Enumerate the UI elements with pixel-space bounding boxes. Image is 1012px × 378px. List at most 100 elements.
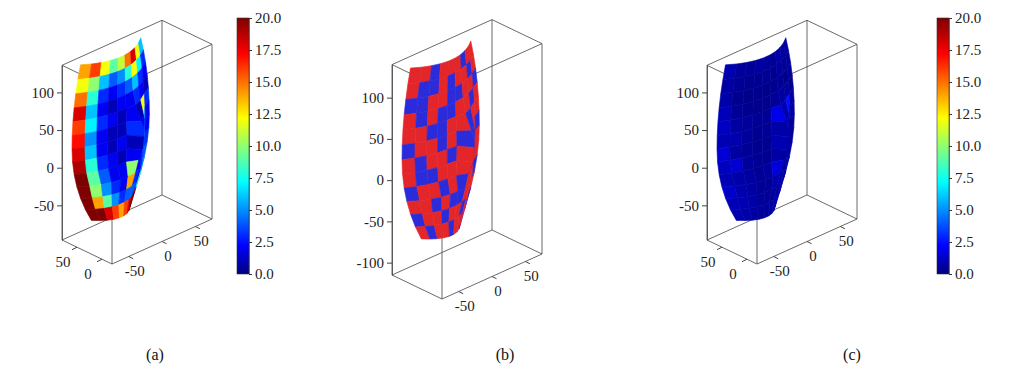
surface-cell bbox=[406, 83, 420, 100]
tick-label: -50 bbox=[679, 198, 699, 214]
surface-cell bbox=[430, 64, 440, 81]
tick-mark bbox=[387, 139, 392, 140]
tick-label: 50 bbox=[839, 233, 854, 249]
surface-cell bbox=[732, 90, 744, 106]
surface-cell bbox=[427, 167, 439, 184]
y-axis: -50050 bbox=[125, 227, 209, 279]
tick-mark bbox=[774, 257, 779, 259]
tick-mark bbox=[949, 242, 952, 243]
tick-label: -50 bbox=[770, 263, 790, 279]
surface-cell bbox=[88, 76, 100, 92]
surface-cell bbox=[787, 142, 792, 163]
surface-cell bbox=[737, 197, 749, 210]
tick-label: 0 bbox=[164, 248, 172, 264]
tick-mark bbox=[702, 130, 707, 131]
surface-cell bbox=[73, 106, 87, 121]
tick: 50 bbox=[369, 131, 392, 147]
surface-cell bbox=[72, 147, 85, 162]
tick-mark bbox=[387, 263, 392, 264]
tick-mark bbox=[949, 210, 952, 211]
surface-cell bbox=[85, 118, 97, 134]
surface-cell bbox=[415, 170, 428, 186]
tick-mark bbox=[717, 247, 722, 250]
tick-mark bbox=[702, 168, 707, 169]
tick-mark bbox=[840, 227, 845, 229]
tick-label: -50 bbox=[364, 214, 384, 230]
tick-mark bbox=[249, 114, 252, 115]
box-edge bbox=[112, 219, 212, 264]
tick-mark bbox=[949, 50, 952, 51]
tick-label: 15.0 bbox=[955, 74, 981, 90]
surface-cell bbox=[142, 142, 147, 163]
tick-label: 100 bbox=[32, 85, 55, 101]
surface-cell bbox=[730, 145, 742, 160]
tick-label: 50 bbox=[369, 131, 384, 147]
tick-label: 50 bbox=[684, 122, 699, 138]
tick-mark bbox=[949, 178, 952, 179]
axis-line bbox=[707, 66, 708, 241]
x-axis: 500 bbox=[701, 247, 748, 282]
tick: 50 bbox=[39, 122, 62, 138]
tick: 15.0 bbox=[249, 74, 281, 90]
tick: 0 bbox=[377, 172, 393, 188]
box-edge bbox=[62, 20, 162, 65]
surface-cell bbox=[417, 96, 429, 113]
surface-cell bbox=[460, 204, 466, 225]
surface-cell bbox=[731, 104, 743, 120]
box-edge bbox=[62, 65, 63, 240]
panel-label: (b) bbox=[496, 346, 515, 364]
surface-cell bbox=[86, 104, 98, 120]
surface-cell bbox=[433, 211, 442, 226]
tick-label: -100 bbox=[357, 255, 385, 271]
tick-mark bbox=[387, 221, 392, 222]
panel: 100500-50-100-50050(b) bbox=[357, 20, 543, 364]
panel: 100500-50500-500500.02.55.07.510.012.515… bbox=[677, 10, 982, 364]
z-axis: 100500-50-100 bbox=[357, 65, 393, 275]
tick: -50 bbox=[34, 198, 62, 214]
tick-mark bbox=[249, 242, 252, 243]
surface bbox=[402, 41, 479, 239]
colorbar-axis: 0.02.55.07.510.012.515.017.520.0 bbox=[249, 10, 281, 282]
surface bbox=[717, 38, 794, 221]
surface-cell bbox=[718, 160, 732, 174]
box bbox=[392, 20, 542, 299]
box bbox=[707, 20, 857, 264]
surface-cell bbox=[442, 222, 449, 238]
x-axis: 500 bbox=[56, 247, 103, 282]
surface-cell bbox=[72, 120, 85, 135]
box-edge bbox=[212, 44, 213, 219]
surface-cell bbox=[85, 158, 98, 173]
surface-cell bbox=[717, 147, 730, 162]
tick: 0.0 bbox=[249, 266, 274, 282]
tick-label: 7.5 bbox=[255, 170, 274, 186]
tick: 0 bbox=[692, 160, 708, 176]
tick-mark bbox=[525, 262, 530, 264]
tick: 12.5 bbox=[249, 106, 281, 122]
surface-cell bbox=[130, 187, 136, 207]
surface-cell bbox=[100, 61, 110, 77]
surface-cell bbox=[717, 134, 730, 149]
tick-mark bbox=[387, 180, 392, 181]
tick-label: 12.5 bbox=[255, 106, 281, 122]
surface-cell bbox=[733, 76, 745, 92]
tick: -50 bbox=[679, 198, 707, 214]
tick-mark bbox=[387, 98, 392, 99]
tick: 0 bbox=[47, 160, 63, 176]
tick: 7.5 bbox=[249, 170, 274, 186]
tick-mark bbox=[949, 82, 952, 83]
surface-cell bbox=[730, 118, 742, 134]
tick-label: 17.5 bbox=[955, 42, 981, 58]
tick-label: 0.0 bbox=[255, 266, 274, 282]
box-edge bbox=[162, 20, 212, 44]
surface-cell bbox=[415, 141, 427, 158]
surface-cell bbox=[719, 92, 733, 108]
tick: 12.5 bbox=[949, 106, 981, 122]
panel-label: (a) bbox=[146, 346, 164, 364]
box-edge bbox=[392, 20, 492, 65]
surface-cell bbox=[73, 160, 87, 174]
box-edge bbox=[492, 20, 542, 44]
box-edge bbox=[807, 195, 857, 219]
tick-mark bbox=[162, 242, 167, 244]
surface-cell bbox=[87, 90, 99, 106]
tick-mark bbox=[249, 274, 252, 275]
